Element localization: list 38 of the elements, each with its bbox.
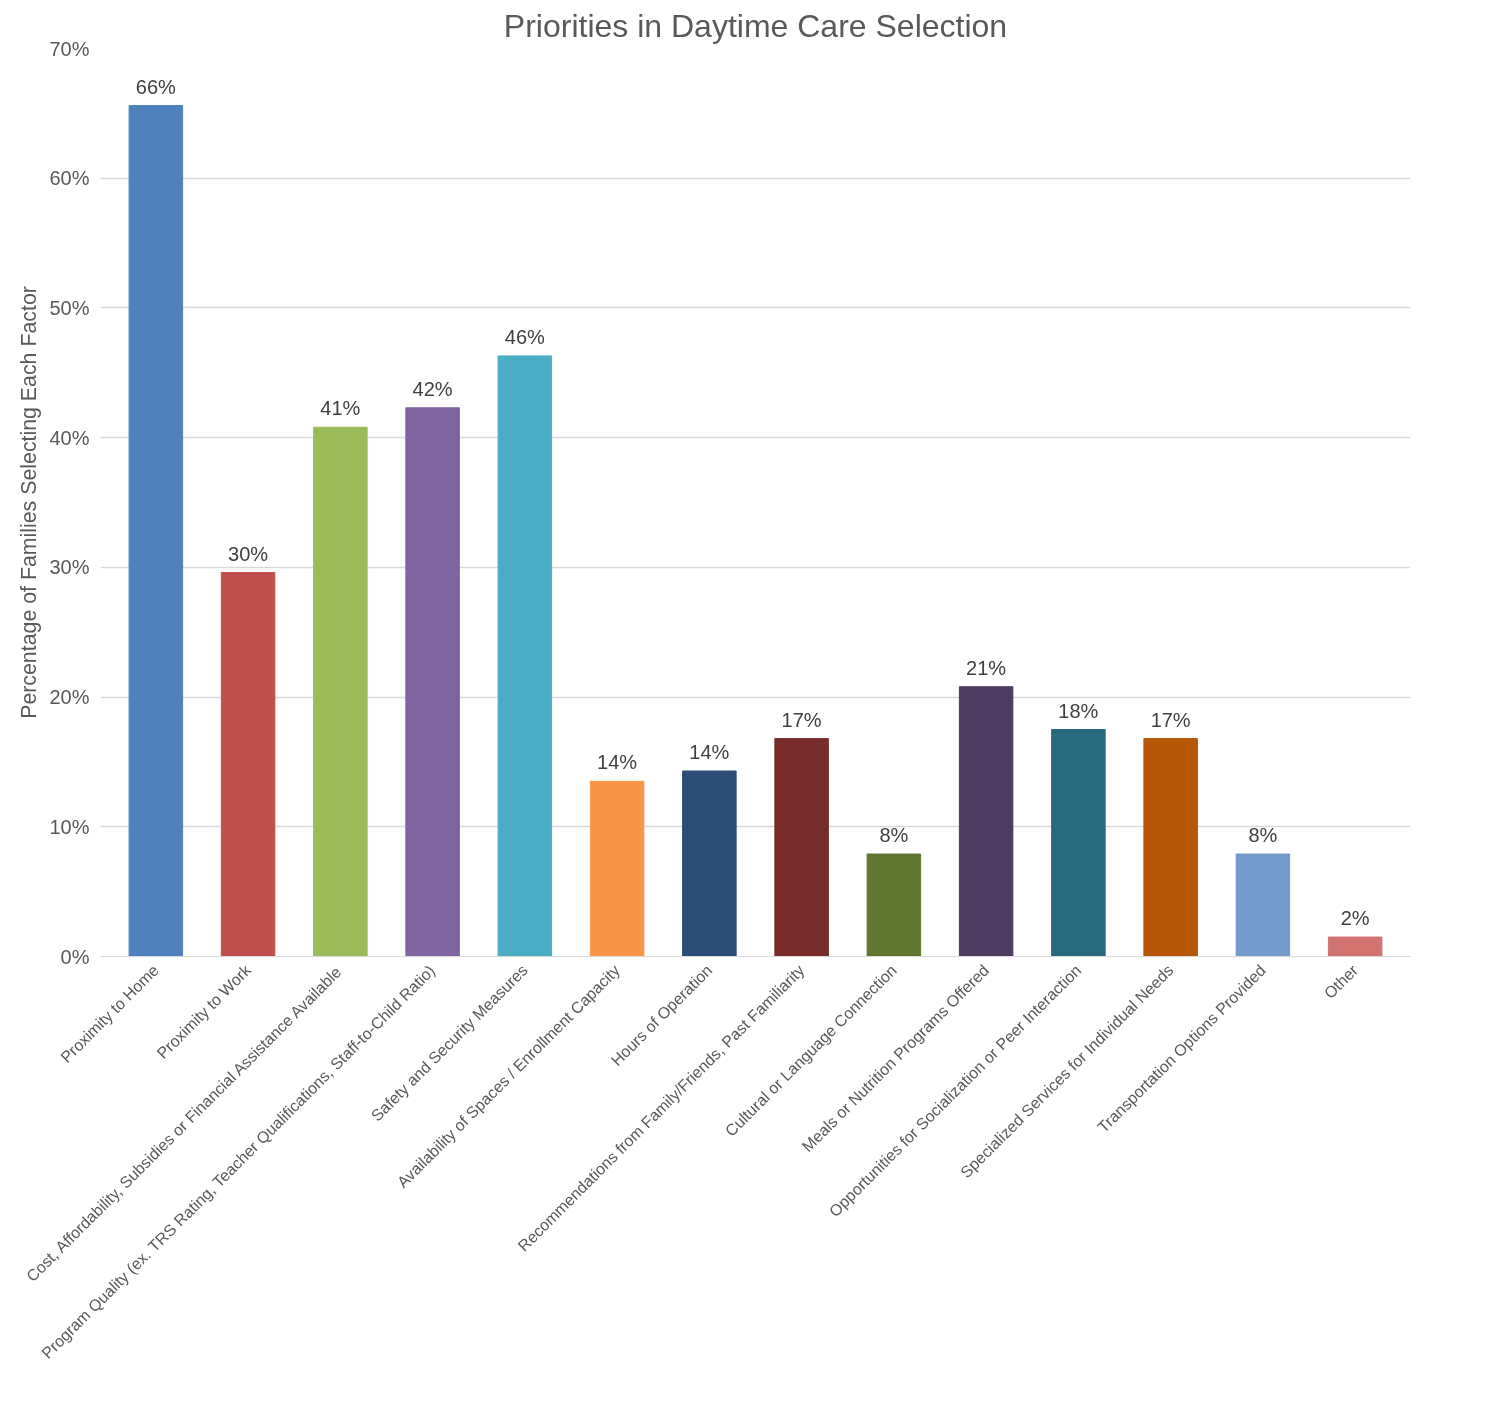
bar: [682, 770, 737, 957]
bar: [958, 686, 1014, 957]
bar: [866, 853, 922, 957]
y-tick-label: 10%: [49, 815, 90, 838]
bar: [774, 738, 829, 957]
data-label: 21%: [966, 656, 1007, 679]
data-label: 41%: [320, 397, 361, 420]
data-label: 17%: [1150, 708, 1191, 731]
y-tick-label: 40%: [49, 426, 90, 449]
data-label: 18%: [1058, 699, 1099, 722]
bar: [1143, 738, 1198, 957]
y-tick-label: 50%: [49, 296, 90, 319]
data-label: 2%: [1340, 907, 1370, 930]
data-label: 17%: [781, 708, 822, 731]
data-label: 8%: [1248, 824, 1278, 847]
data-label: 14%: [597, 751, 638, 774]
y-tick-label: 60%: [49, 167, 90, 190]
data-label: 42%: [412, 377, 453, 400]
chart-title: Priorities in Daytime Care Selection: [503, 7, 1008, 44]
y-tick-label: 70%: [49, 37, 90, 60]
y-tick-label: 20%: [49, 686, 90, 709]
bar: [589, 780, 645, 957]
bar: [220, 572, 276, 957]
y-axis-title: Percentage of Families Selecting Each Factor: [17, 286, 42, 719]
bar: [1235, 853, 1291, 957]
bar: [405, 407, 460, 957]
y-tick-label: 30%: [49, 556, 90, 579]
data-label: 14%: [689, 741, 730, 764]
bar: [497, 355, 553, 957]
data-label: 30%: [228, 542, 269, 565]
data-label: 46%: [504, 325, 546, 348]
y-tick-label: 0%: [60, 945, 90, 968]
data-label: 66%: [135, 75, 177, 98]
bar: [313, 426, 368, 957]
data-label: 8%: [879, 824, 909, 847]
bar: [1327, 936, 1383, 957]
bar: [1051, 729, 1106, 957]
bar: [128, 105, 184, 957]
